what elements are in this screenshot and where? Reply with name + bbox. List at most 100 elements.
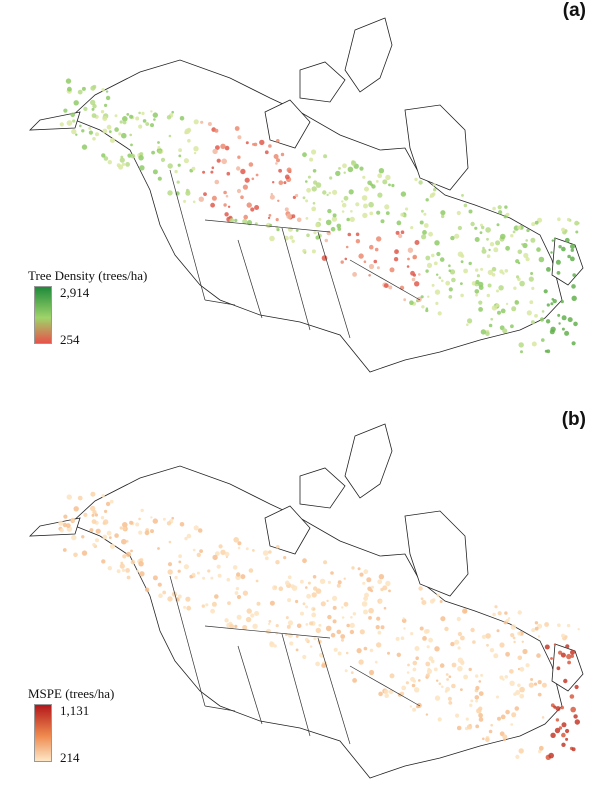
coverage-dot bbox=[275, 162, 278, 165]
coverage-dot bbox=[214, 128, 219, 133]
coverage-dot bbox=[505, 245, 510, 251]
coverage-dot bbox=[398, 233, 403, 239]
coverage-dot bbox=[220, 143, 226, 149]
panel-label: (a) bbox=[562, 0, 586, 21]
coverage-dot bbox=[530, 272, 534, 275]
coverage-dot bbox=[511, 712, 517, 718]
coverage-dot bbox=[475, 685, 480, 691]
coverage-dot bbox=[570, 649, 575, 655]
coverage-dot bbox=[311, 186, 317, 192]
coverage-dot bbox=[433, 667, 438, 672]
coverage-dot bbox=[561, 722, 567, 728]
coverage-dot bbox=[268, 214, 272, 217]
coverage-dot bbox=[437, 717, 442, 722]
coverage-dot bbox=[411, 277, 416, 282]
coverage-dot bbox=[88, 126, 92, 130]
coverage-dot bbox=[227, 601, 231, 605]
coverage-dot bbox=[138, 530, 143, 535]
coverage-dot bbox=[91, 513, 95, 517]
coverage-dot bbox=[441, 279, 444, 283]
coverage-dot bbox=[276, 545, 280, 549]
coverage-dot bbox=[311, 206, 317, 212]
coverage-dot bbox=[564, 237, 570, 243]
coverage-dot bbox=[200, 120, 204, 124]
coverage-dot bbox=[412, 667, 417, 672]
coverage-dot bbox=[504, 269, 509, 273]
coverage-dot bbox=[478, 300, 483, 305]
coverage-dot bbox=[537, 635, 541, 638]
coverage-dot bbox=[276, 228, 280, 232]
coverage-dot bbox=[517, 249, 523, 255]
coverage-dot bbox=[349, 629, 355, 635]
coverage-dot bbox=[445, 673, 449, 676]
coverage-dot bbox=[103, 156, 109, 161]
coverage-dot bbox=[343, 171, 346, 174]
coverage-dot bbox=[558, 322, 561, 325]
coverage-dot bbox=[192, 200, 196, 204]
coverage-dot bbox=[550, 302, 554, 306]
coverage-dot bbox=[240, 574, 246, 580]
coverage-dot bbox=[450, 641, 455, 647]
coverage-dot bbox=[95, 528, 101, 534]
coverage-dot bbox=[244, 177, 250, 183]
coverage-dot bbox=[434, 240, 440, 246]
coverage-dot bbox=[470, 699, 474, 703]
coverage-dot bbox=[227, 205, 231, 208]
coverage-dot bbox=[311, 249, 316, 254]
coverage-dot bbox=[234, 591, 239, 595]
coverage-dot bbox=[138, 111, 141, 115]
coverage-dot bbox=[255, 579, 259, 583]
coverage-dot bbox=[439, 600, 443, 603]
coverage-dot bbox=[105, 90, 109, 93]
coverage-dot bbox=[183, 605, 187, 609]
coverage-dot bbox=[211, 195, 217, 201]
coverage-dot bbox=[350, 210, 353, 213]
coverage-dot bbox=[550, 732, 556, 738]
coverage-dot bbox=[233, 537, 239, 543]
coverage-dot bbox=[531, 341, 537, 347]
coverage-dot bbox=[412, 254, 418, 260]
coverage-dot bbox=[92, 137, 96, 141]
coverage-dot bbox=[425, 629, 430, 634]
coverage-dot bbox=[109, 543, 116, 549]
coverage-dot bbox=[549, 329, 555, 335]
coverage-dot bbox=[109, 137, 116, 143]
coverage-dot bbox=[436, 251, 441, 257]
coverage-dot bbox=[276, 158, 280, 163]
coverage-dot bbox=[73, 100, 79, 106]
coverage-dot bbox=[292, 195, 296, 199]
coverage-dot bbox=[81, 144, 88, 150]
coverage-dot bbox=[491, 273, 496, 277]
coverage-dot bbox=[144, 587, 150, 592]
coverage-dot bbox=[236, 166, 241, 171]
coverage-dot bbox=[229, 218, 235, 223]
coverage-dot bbox=[193, 146, 199, 152]
coverage-dot bbox=[109, 499, 114, 504]
coverage-dot bbox=[198, 196, 204, 202]
coverage-dot bbox=[191, 572, 196, 577]
coverage-dot bbox=[234, 126, 240, 131]
coverage-dot bbox=[561, 315, 567, 321]
coverage-dot bbox=[478, 717, 484, 722]
coverage-dot bbox=[400, 191, 407, 197]
newfoundland bbox=[551, 643, 584, 692]
coverage-dot bbox=[362, 212, 368, 219]
coverage-dot bbox=[573, 714, 578, 719]
coverage-dot bbox=[491, 266, 497, 272]
coverage-dot bbox=[449, 269, 456, 275]
coverage-dot bbox=[389, 267, 395, 273]
panel-a: (a) Tree Density (trees/ha) 2,914 254 bbox=[28, 0, 586, 373]
coverage-dot bbox=[315, 661, 320, 667]
coverage-dot bbox=[145, 122, 150, 126]
coverage-dot bbox=[425, 307, 429, 310]
coverage-dot bbox=[355, 232, 360, 237]
coverage-dot bbox=[311, 592, 317, 598]
coverage-dot bbox=[138, 124, 143, 129]
coverage-dot bbox=[474, 237, 480, 242]
coverage-dot bbox=[460, 635, 465, 641]
coverage-dot bbox=[100, 516, 105, 520]
coverage-dot bbox=[70, 517, 75, 522]
coverage-dot bbox=[423, 223, 429, 228]
coverage-dot bbox=[262, 550, 269, 556]
coverage-dot bbox=[313, 637, 317, 641]
